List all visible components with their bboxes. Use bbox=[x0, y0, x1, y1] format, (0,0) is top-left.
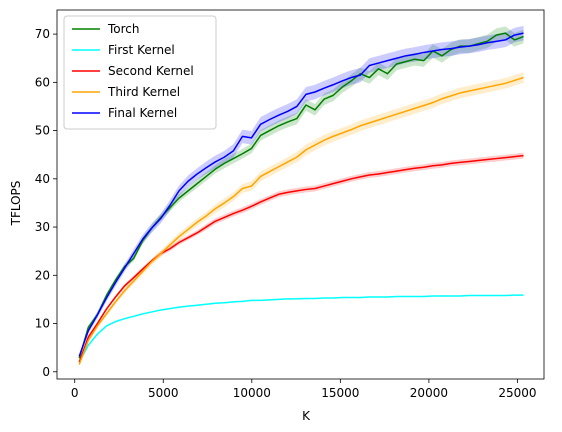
y-tick-label: 50 bbox=[35, 124, 50, 138]
y-axis-label: TFLOPS bbox=[9, 181, 23, 227]
y-tick-label: 30 bbox=[35, 220, 50, 234]
legend-label-second-kernel: Second Kernel bbox=[108, 64, 194, 78]
legend: Torch First Kernel Second Kernel Third Kern… bbox=[63, 15, 217, 130]
x-tick-label: 25000 bbox=[498, 386, 536, 400]
series-line-first-kernel bbox=[78, 294, 524, 363]
plot-frame bbox=[56, 9, 545, 380]
y-tick-label: 40 bbox=[35, 172, 50, 186]
x-tick-label: 20000 bbox=[410, 386, 448, 400]
y-tick-label: 70 bbox=[35, 27, 50, 41]
plot-area bbox=[78, 25, 524, 366]
legend-label-final-kernel: Final Kernel bbox=[108, 106, 177, 120]
x-tick-label: 5000 bbox=[148, 386, 179, 400]
legend-label-torch: Torch bbox=[107, 22, 140, 36]
x-tick-label: 10000 bbox=[233, 386, 271, 400]
x-tick-label: 0 bbox=[71, 386, 79, 400]
x-axis-label: K bbox=[302, 409, 311, 423]
axes: 0 5000 10000 15000 20000 25000 0 10 20 30 40 50 60 70 bbox=[35, 9, 545, 400]
y-tick-label: 0 bbox=[42, 365, 50, 379]
y-tick-label: 60 bbox=[35, 75, 50, 89]
legend-label-first-kernel: First Kernel bbox=[108, 43, 175, 57]
y-tick-label: 20 bbox=[35, 268, 50, 282]
legend-label-third-kernel: Third Kernel bbox=[107, 85, 180, 99]
series-line-final-kernel bbox=[78, 32, 524, 357]
series-line-third-kernel bbox=[78, 76, 524, 365]
y-tick-label: 10 bbox=[35, 317, 50, 331]
x-tick-label: 15000 bbox=[321, 386, 359, 400]
legend-box bbox=[63, 15, 217, 130]
